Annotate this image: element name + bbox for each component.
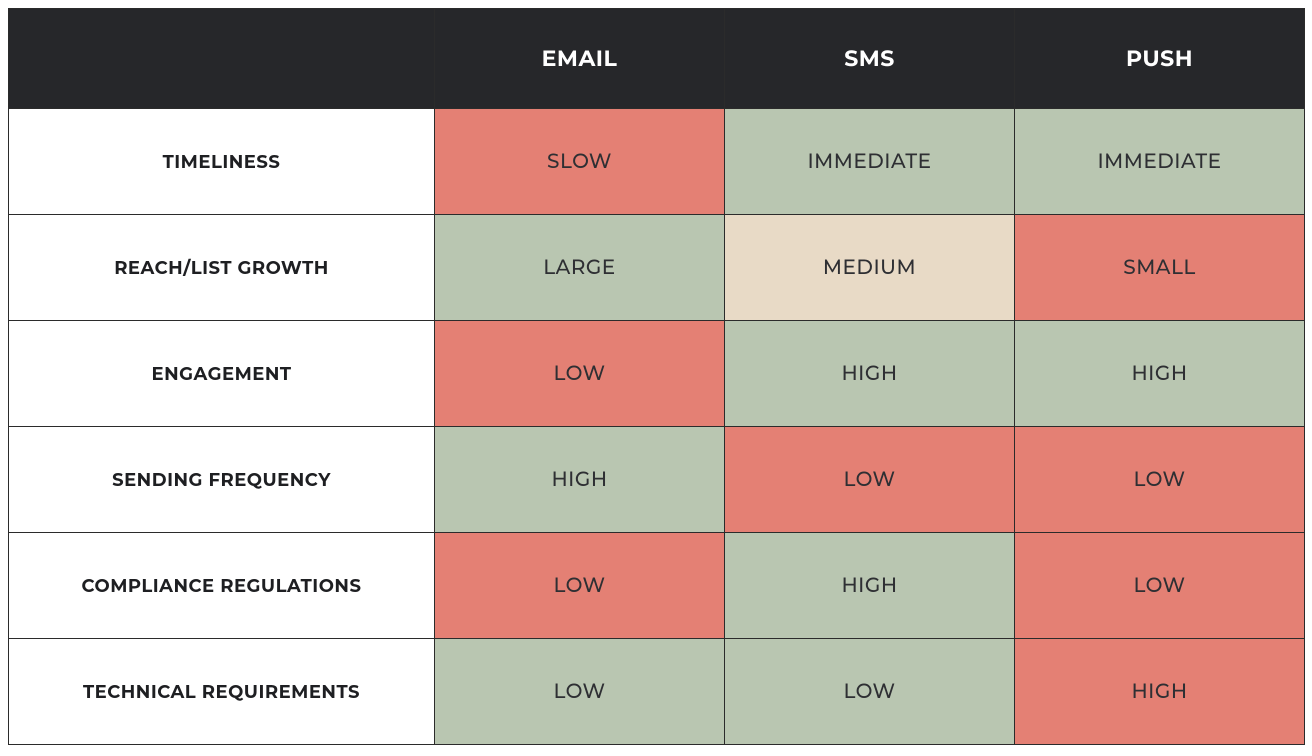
row-label: TECHNICAL REQUIREMENTS bbox=[9, 639, 435, 745]
row-label: REACH/LIST GROWTH bbox=[9, 215, 435, 321]
table-row: TIMELINESS SLOW IMMEDIATE IMMEDIATE bbox=[9, 109, 1305, 215]
cell: LOW bbox=[1015, 533, 1305, 639]
row-label: TIMELINESS bbox=[9, 109, 435, 215]
cell: HIGH bbox=[725, 321, 1015, 427]
table-row: ENGAGEMENT LOW HIGH HIGH bbox=[9, 321, 1305, 427]
cell: LOW bbox=[435, 639, 725, 745]
cell: LARGE bbox=[435, 215, 725, 321]
cell: HIGH bbox=[725, 533, 1015, 639]
cell: SMALL bbox=[1015, 215, 1305, 321]
table-header-row: EMAIL SMS PUSH bbox=[9, 9, 1305, 109]
table-row: TECHNICAL REQUIREMENTS LOW LOW HIGH bbox=[9, 639, 1305, 745]
cell: LOW bbox=[1015, 427, 1305, 533]
cell: HIGH bbox=[1015, 639, 1305, 745]
header-push: PUSH bbox=[1015, 9, 1305, 109]
cell: IMMEDIATE bbox=[725, 109, 1015, 215]
table-row: COMPLIANCE REGULATIONS LOW HIGH LOW bbox=[9, 533, 1305, 639]
cell: LOW bbox=[435, 321, 725, 427]
table-row: REACH/LIST GROWTH LARGE MEDIUM SMALL bbox=[9, 215, 1305, 321]
cell: IMMEDIATE bbox=[1015, 109, 1305, 215]
cell: HIGH bbox=[1015, 321, 1305, 427]
cell: HIGH bbox=[435, 427, 725, 533]
cell: LOW bbox=[435, 533, 725, 639]
row-label: SENDING FREQUENCY bbox=[9, 427, 435, 533]
cell: SLOW bbox=[435, 109, 725, 215]
row-label: ENGAGEMENT bbox=[9, 321, 435, 427]
header-sms: SMS bbox=[725, 9, 1015, 109]
header-email: EMAIL bbox=[435, 9, 725, 109]
cell: LOW bbox=[725, 427, 1015, 533]
comparison-table: EMAIL SMS PUSH TIMELINESS SLOW IMMEDIATE… bbox=[8, 8, 1305, 745]
header-blank bbox=[9, 9, 435, 109]
table-row: SENDING FREQUENCY HIGH LOW LOW bbox=[9, 427, 1305, 533]
row-label: COMPLIANCE REGULATIONS bbox=[9, 533, 435, 639]
cell: LOW bbox=[725, 639, 1015, 745]
cell: MEDIUM bbox=[725, 215, 1015, 321]
